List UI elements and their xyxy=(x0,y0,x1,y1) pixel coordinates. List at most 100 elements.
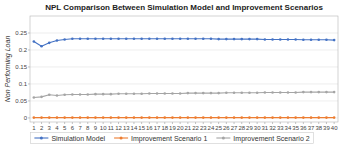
point xyxy=(310,116,313,119)
legend-label: Improvement Scenario 2 xyxy=(233,135,309,143)
x-tick-label: 5 xyxy=(63,125,67,131)
legend-marker xyxy=(222,137,225,140)
x-tick xyxy=(311,122,312,124)
legend-label: Improvement Scenario 1 xyxy=(131,135,207,143)
point xyxy=(40,96,43,99)
point xyxy=(117,116,120,119)
point xyxy=(33,40,36,43)
y-tick-label: 0.15 xyxy=(15,64,27,70)
x-tick xyxy=(303,122,304,124)
point xyxy=(256,116,259,119)
x-tick xyxy=(334,122,335,124)
x-tick xyxy=(33,122,34,124)
point xyxy=(63,94,66,97)
x-tick-label: 11 xyxy=(108,125,115,131)
grid-line xyxy=(30,66,338,67)
x-tick-label: 31 xyxy=(262,125,269,131)
x-tick xyxy=(280,122,281,124)
point xyxy=(179,92,182,95)
point xyxy=(271,91,274,94)
x-tick xyxy=(56,122,57,124)
point xyxy=(302,91,305,94)
point xyxy=(179,37,182,40)
x-tick-label: 39 xyxy=(323,125,330,131)
grid-line xyxy=(30,100,338,101)
point xyxy=(156,92,159,95)
point xyxy=(48,116,51,119)
point xyxy=(256,38,259,41)
point xyxy=(310,91,313,94)
legend-item: Improvement Scenario 2 xyxy=(216,135,309,143)
point xyxy=(56,116,59,119)
x-tick-label: 30 xyxy=(254,125,261,131)
point xyxy=(217,38,220,41)
point xyxy=(94,116,97,119)
legend-frame xyxy=(30,133,313,144)
point xyxy=(79,93,82,96)
grid-line xyxy=(30,32,338,33)
x-tick xyxy=(149,122,150,124)
x-tick-label: 4 xyxy=(55,125,59,131)
legend: Simulation ModelImprovement Scenario 1Im… xyxy=(30,133,313,144)
y-tick-label: 0.2 xyxy=(19,47,28,53)
x-tick xyxy=(295,122,296,124)
point xyxy=(294,91,297,94)
point xyxy=(210,92,213,95)
x-tick-label: 12 xyxy=(115,125,122,131)
series-line xyxy=(34,117,334,118)
x-tick-label: 19 xyxy=(169,125,176,131)
x-tick xyxy=(64,122,65,124)
legend-swatch xyxy=(34,137,48,138)
point xyxy=(110,93,113,96)
x-tick-label: 28 xyxy=(238,125,245,131)
x-tick xyxy=(164,122,165,124)
plot-frame xyxy=(30,16,338,122)
grid-line xyxy=(30,83,338,84)
point xyxy=(86,116,89,119)
x-tick-label: 13 xyxy=(123,125,130,131)
point xyxy=(194,116,197,119)
chart: NPL Comparison Between Simulation Model … xyxy=(0,0,344,146)
point xyxy=(171,37,174,40)
point xyxy=(148,37,151,40)
plot-area xyxy=(33,37,336,118)
point xyxy=(271,116,274,119)
point xyxy=(233,91,236,94)
x-tick-label: 21 xyxy=(185,125,192,131)
point xyxy=(317,116,320,119)
series-line xyxy=(34,39,334,46)
point xyxy=(287,116,290,119)
point xyxy=(240,91,243,94)
point xyxy=(110,116,113,119)
legend-item: Improvement Scenario 1 xyxy=(114,135,207,143)
x-tick-label: 16 xyxy=(146,125,153,131)
point xyxy=(56,39,59,42)
x-tick xyxy=(264,122,265,124)
x-tick-label: 14 xyxy=(131,125,138,131)
point xyxy=(302,38,305,41)
point xyxy=(317,91,320,94)
x-tick-label: 1 xyxy=(32,125,36,131)
legend-swatch xyxy=(114,137,128,138)
legend-swatch xyxy=(216,137,230,138)
x-tick xyxy=(157,122,158,124)
point xyxy=(110,37,113,40)
point xyxy=(294,116,297,119)
point xyxy=(194,92,197,95)
point xyxy=(133,93,136,96)
point xyxy=(302,116,305,119)
point xyxy=(194,37,197,40)
x-tick-label: 32 xyxy=(269,125,276,131)
x-tick-label: 2 xyxy=(40,125,44,131)
series-line xyxy=(34,92,334,97)
x-tick xyxy=(218,122,219,124)
point xyxy=(317,38,320,41)
point xyxy=(79,37,82,40)
point xyxy=(56,94,59,97)
x-tick-label: 9 xyxy=(94,125,98,131)
x-tick-label: 8 xyxy=(86,125,90,131)
x-tick-label: 6 xyxy=(71,125,75,131)
y-tick-label: 0 xyxy=(24,115,28,121)
x-tick xyxy=(126,122,127,124)
x-tick xyxy=(133,122,134,124)
